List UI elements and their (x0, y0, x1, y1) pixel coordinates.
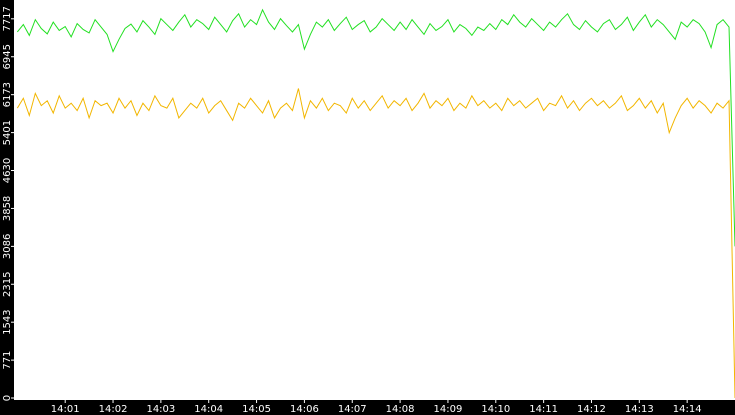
x-tick-label: 14:08 (386, 404, 415, 415)
x-tick-label: 14:05 (242, 404, 271, 415)
x-tick-label: 14:12 (577, 404, 606, 415)
y-tick-label: 771 (2, 351, 13, 370)
x-tick-label: 14:13 (625, 404, 654, 415)
x-tick-label: 14:07 (338, 404, 367, 415)
x-axis-strip (0, 400, 735, 415)
x-tick-label: 14:14 (673, 404, 702, 415)
x-tick-label: 14:03 (146, 404, 175, 415)
y-tick-label: 4630 (2, 158, 13, 183)
y-tick-label: 7717 (2, 6, 13, 31)
y-tick-label: 5401 (2, 120, 13, 145)
y-tick-label: 6173 (2, 82, 13, 107)
x-tick-label: 14:01 (51, 404, 80, 415)
y-axis-strip (0, 0, 14, 415)
x-tick-label: 14:11 (529, 404, 558, 415)
y-tick-label: 0 (2, 395, 13, 401)
x-tick-label: 14:02 (99, 404, 128, 415)
y-tick-label: 2315 (2, 272, 13, 297)
y-tick-label: 3858 (2, 196, 13, 221)
y-tick-label: 1543 (2, 309, 13, 334)
x-tick-label: 14:06 (290, 404, 319, 415)
y-tick-label: 3086 (2, 234, 13, 259)
x-tick-label: 14:09 (434, 404, 463, 415)
x-tick-label: 14:04 (194, 404, 223, 415)
series-line (16, 8, 735, 247)
series-line (16, 88, 735, 399)
y-tick-label: 6945 (2, 44, 13, 69)
x-tick-label: 14:10 (481, 404, 510, 415)
